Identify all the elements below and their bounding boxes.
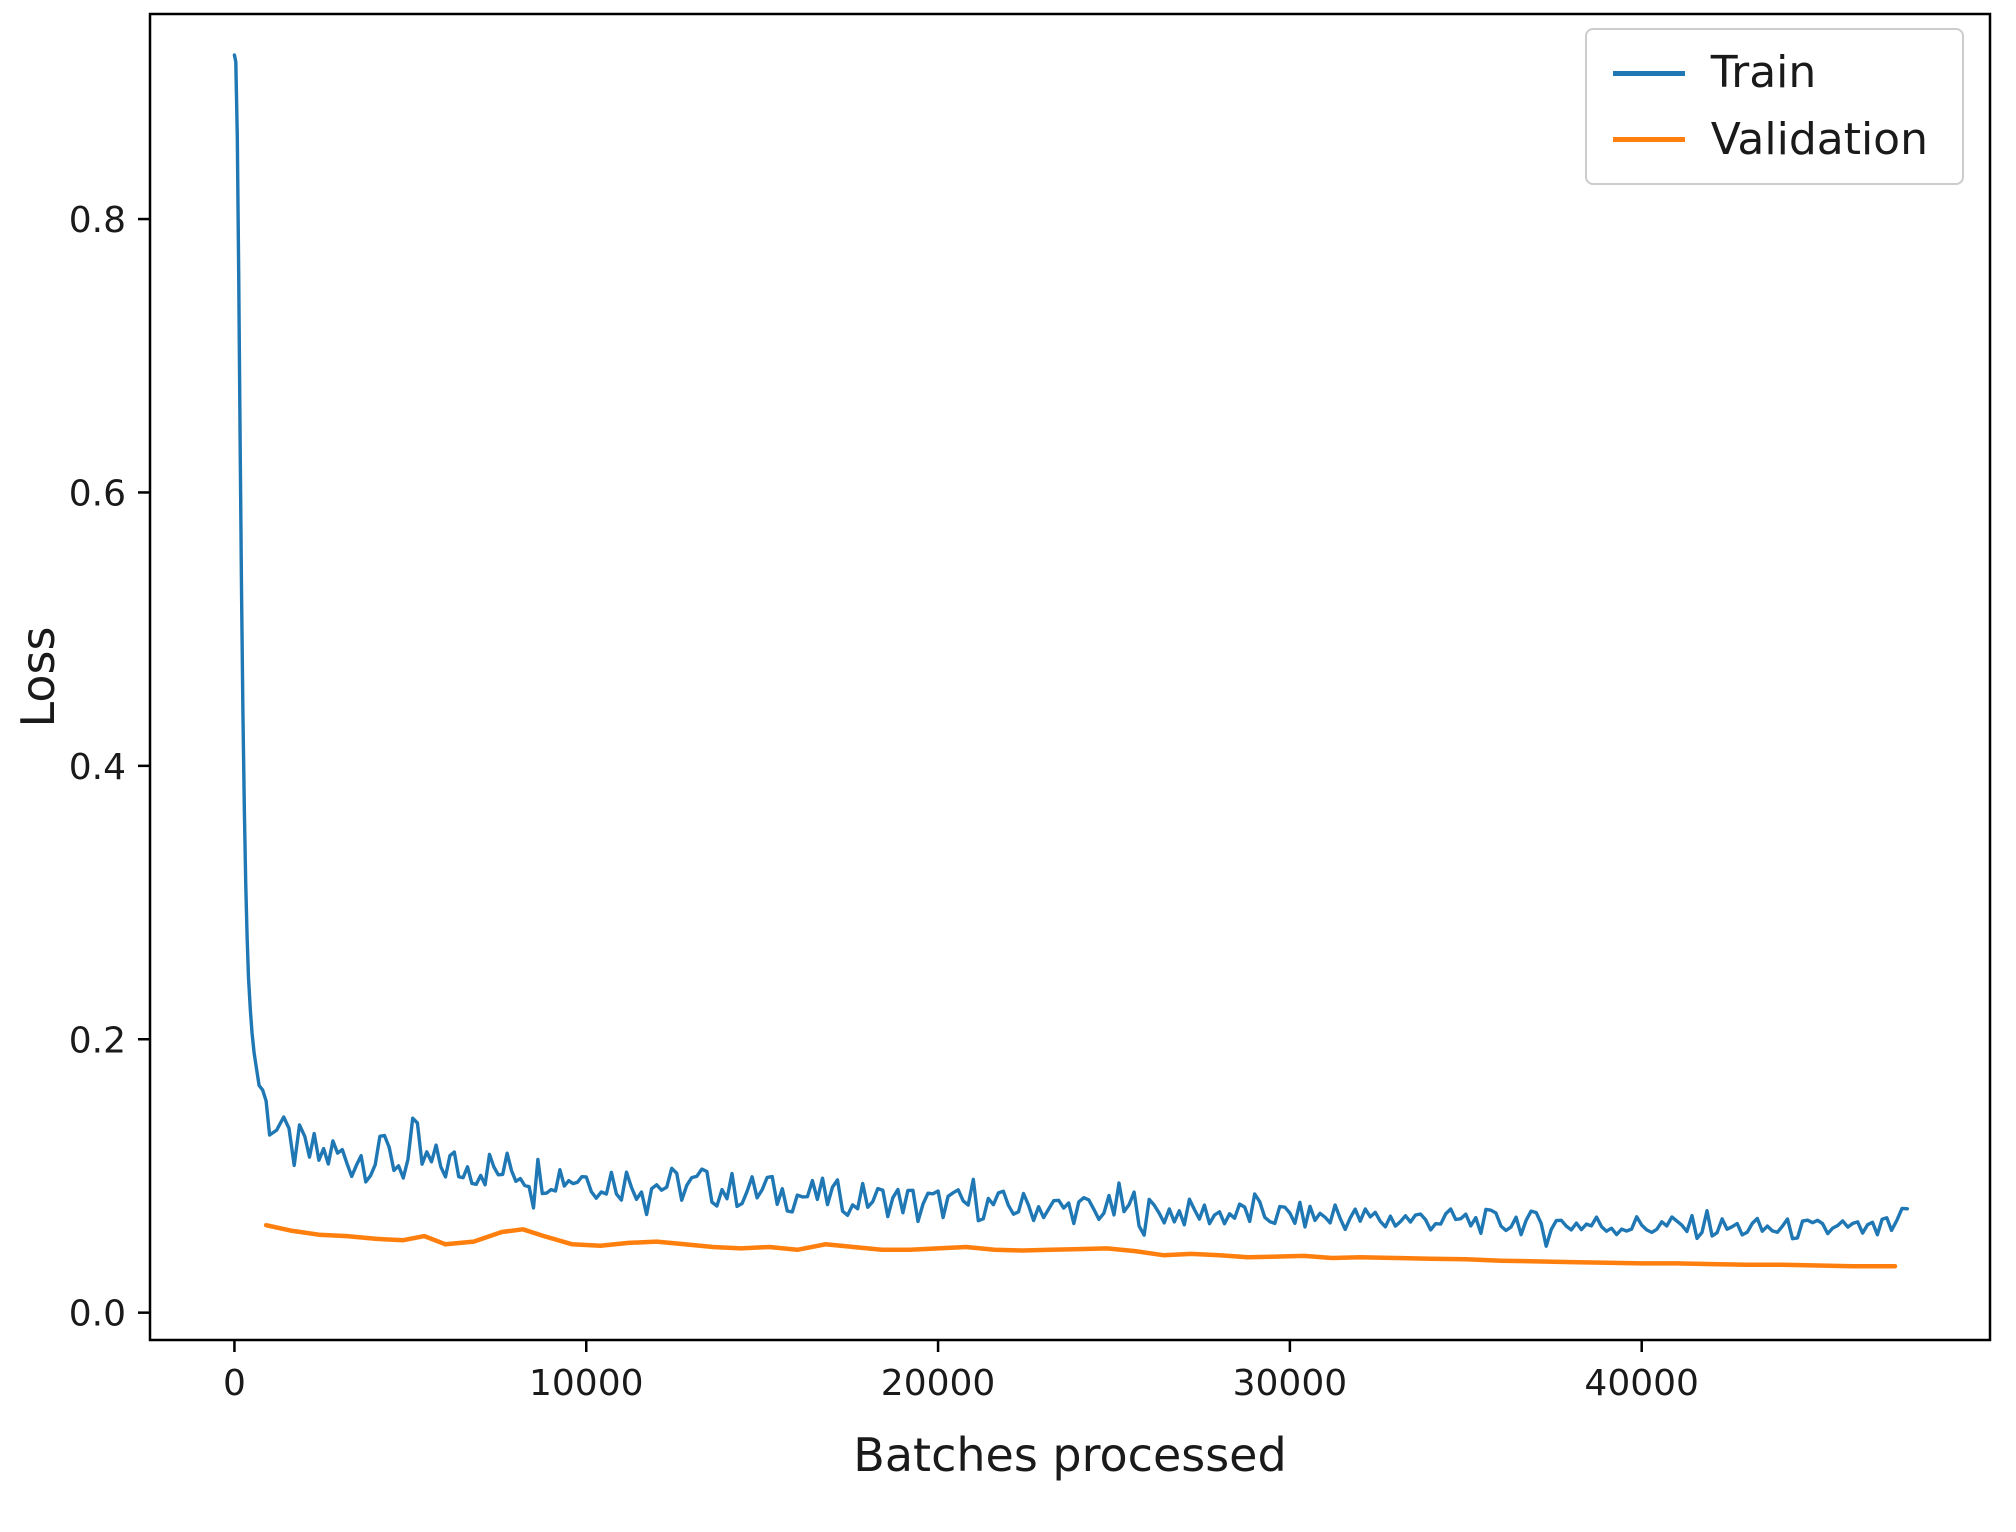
legend-label-train: Train (1710, 47, 1817, 98)
validation-line-swatch (1612, 137, 1685, 143)
legend-item-validation: Validation (1612, 113, 1928, 166)
series-line-validation (263, 1222, 1898, 1269)
legend-label-validation: Validation (1710, 113, 1928, 165)
x-tick-label: 20000 (881, 1363, 996, 1404)
x-tick-label: 10000 (529, 1363, 644, 1404)
y-tick-label: 0.6 (69, 473, 126, 514)
y-axis-label: Loss (11, 626, 65, 728)
train-line-swatch (1612, 70, 1685, 76)
y-tick-label: 0.4 (69, 747, 126, 788)
y-tick-label: 0.8 (69, 200, 126, 241)
x-tick-label: 40000 (1584, 1363, 1699, 1404)
y-tick-label: 0.0 (69, 1294, 126, 1335)
axes-frame (148, 12, 1992, 1342)
legend-item-train: Train (1612, 47, 1928, 99)
legend: Train Validation (1584, 28, 1964, 186)
x-tick-label: 30000 (1233, 1363, 1348, 1404)
series-line-train (232, 53, 1910, 1248)
x-tick-label: 0 (223, 1363, 246, 1404)
y-tick-label: 0.2 (69, 1020, 126, 1061)
x-axis-label: Batches processed (853, 1428, 1287, 1482)
